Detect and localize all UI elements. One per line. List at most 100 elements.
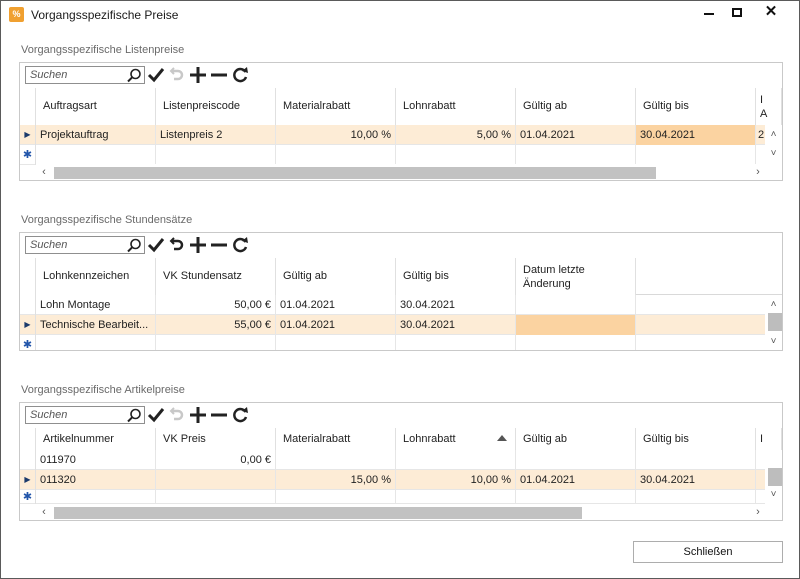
col-header-datum-letzte-aenderung[interactable]: Datum letzte Änderung bbox=[516, 258, 636, 295]
new-row[interactable]: ✱ bbox=[20, 335, 782, 350]
cell-vk-stundensatz[interactable]: 55,00 € bbox=[156, 315, 276, 335]
cell-gueltig-ab[interactable]: 01.04.2021 bbox=[516, 470, 636, 490]
cell-datum[interactable] bbox=[516, 295, 636, 315]
new-cell[interactable] bbox=[516, 335, 636, 350]
new-cell[interactable] bbox=[156, 145, 276, 165]
minus-icon[interactable] bbox=[210, 406, 228, 424]
cell-gueltig-ab[interactable]: 01.04.2021 bbox=[276, 295, 396, 315]
magnifier-icon[interactable] bbox=[126, 408, 142, 423]
cell-materialrabatt[interactable]: 15,00 % bbox=[276, 470, 396, 490]
stundensaetze-search-input[interactable]: Suchen bbox=[25, 236, 145, 254]
col-header-gueltig-ab[interactable]: Gültig ab bbox=[276, 258, 396, 295]
scroll-thumb[interactable] bbox=[768, 313, 782, 331]
cell-vk-stundensatz[interactable]: 50,00 € bbox=[156, 295, 276, 315]
scroll-thumb[interactable] bbox=[768, 468, 782, 486]
scroll-thumb[interactable] bbox=[54, 167, 656, 179]
listenpreise-search-input[interactable]: Suchen bbox=[25, 66, 145, 84]
col-header-vk-stundensatz[interactable]: VK Stundensatz bbox=[156, 258, 276, 295]
cell-vk-preis[interactable] bbox=[156, 470, 276, 490]
undo-icon[interactable] bbox=[168, 236, 186, 254]
chevron-down-icon[interactable]: ˅ bbox=[770, 336, 777, 347]
scroll-thumb[interactable] bbox=[54, 507, 582, 519]
cell-gueltig-bis[interactable]: 30.04.2021 bbox=[396, 295, 516, 315]
undo-icon[interactable] bbox=[168, 66, 186, 84]
cell-lohnkennzeichen[interactable]: Lohn Montage bbox=[36, 295, 156, 315]
artikelpreise-search-input[interactable]: Suchen bbox=[25, 406, 145, 424]
artikelpreise-hscrollbar[interactable]: ‹ › bbox=[36, 504, 766, 520]
chevron-up-icon[interactable]: ˄ bbox=[770, 129, 777, 140]
refresh-icon[interactable] bbox=[231, 236, 249, 254]
col-header-artikelnummer[interactable]: Artikelnummer bbox=[36, 428, 156, 450]
new-cell[interactable] bbox=[156, 335, 276, 350]
cell-gueltig-bis[interactable]: 30.04.2021 bbox=[636, 125, 756, 145]
table-row[interactable]: Lohn Montage 50,00 € 01.04.2021 30.04.20… bbox=[20, 295, 782, 315]
table-row[interactable]: 011970 0,00 € bbox=[20, 450, 782, 470]
close-button[interactable]: Schließen bbox=[633, 541, 783, 563]
checkmark-icon[interactable] bbox=[147, 66, 165, 84]
cell-listenpreiscode[interactable]: Listenpreis 2 bbox=[156, 125, 276, 145]
table-row[interactable]: ▶ Technische Bearbeit... 55,00 € 01.04.2… bbox=[20, 315, 782, 335]
cell-gueltig-bis[interactable]: 30.04.2021 bbox=[636, 470, 756, 490]
maximize-button[interactable] bbox=[721, 1, 753, 27]
col-header-materialrabatt[interactable]: Materialrabatt bbox=[276, 428, 396, 450]
magnifier-icon[interactable] bbox=[126, 238, 142, 253]
col-header-lohnrabatt[interactable]: Lohnrabatt bbox=[396, 88, 516, 125]
col-header-gueltig-ab[interactable]: Gültig ab bbox=[516, 428, 636, 450]
plus-icon[interactable] bbox=[189, 406, 207, 424]
new-cell[interactable] bbox=[156, 490, 276, 504]
new-cell[interactable] bbox=[396, 145, 516, 165]
cell-gueltig-ab[interactable]: 01.04.2021 bbox=[276, 315, 396, 335]
new-cell[interactable] bbox=[36, 335, 156, 350]
magnifier-icon[interactable] bbox=[126, 68, 142, 83]
refresh-icon[interactable] bbox=[231, 406, 249, 424]
col-header-lohnkennzeichen[interactable]: Lohnkennzeichen bbox=[36, 258, 156, 295]
new-cell[interactable] bbox=[396, 490, 516, 504]
undo-icon[interactable] bbox=[168, 406, 186, 424]
cell-artikelnummer[interactable]: 011970 bbox=[36, 450, 156, 470]
table-row[interactable]: ▶ 011320 15,00 % 10,00 % 01.04.2021 30.0… bbox=[20, 470, 782, 490]
chevron-left-icon[interactable]: ‹ bbox=[42, 506, 46, 518]
new-cell[interactable] bbox=[36, 490, 156, 504]
new-row[interactable]: ✱ bbox=[20, 490, 782, 504]
chevron-down-icon[interactable]: ˅ bbox=[770, 148, 777, 159]
cell-lohnrabatt[interactable] bbox=[396, 450, 516, 470]
new-cell[interactable] bbox=[276, 145, 396, 165]
new-cell[interactable] bbox=[396, 335, 516, 350]
new-cell[interactable] bbox=[36, 145, 156, 165]
listenpreise-hscrollbar[interactable]: ‹ › bbox=[36, 164, 766, 180]
cell-materialrabatt[interactable]: 10,00 % bbox=[276, 125, 396, 145]
col-header-overflow[interactable]: I A bbox=[756, 88, 782, 125]
cell-datum[interactable] bbox=[516, 315, 636, 335]
chevron-right-icon[interactable]: › bbox=[756, 506, 760, 518]
cell-lohnkennzeichen[interactable]: Technische Bearbeit... bbox=[36, 315, 156, 335]
col-header-auftragsart[interactable]: Auftragsart bbox=[36, 88, 156, 125]
new-cell[interactable] bbox=[276, 490, 396, 504]
col-header-gueltig-bis[interactable]: Gültig bis bbox=[636, 428, 756, 450]
cell-vk-preis[interactable]: 0,00 € bbox=[156, 450, 276, 470]
minus-icon[interactable] bbox=[210, 236, 228, 254]
chevron-up-icon[interactable]: ˄ bbox=[770, 299, 777, 310]
listenpreise-vscrollbar[interactable]: ˄ ˅ bbox=[765, 125, 782, 165]
cell-gueltig-bis[interactable]: 30.04.2021 bbox=[396, 315, 516, 335]
cell-materialrabatt[interactable] bbox=[276, 450, 396, 470]
col-header-materialrabatt[interactable]: Materialrabatt bbox=[276, 88, 396, 125]
col-header-gueltig-bis[interactable]: Gültig bis bbox=[636, 88, 756, 125]
plus-icon[interactable] bbox=[189, 236, 207, 254]
new-cell[interactable] bbox=[516, 145, 636, 165]
checkmark-icon[interactable] bbox=[147, 406, 165, 424]
cell-auftragsart[interactable]: Projektauftrag bbox=[36, 125, 156, 145]
new-cell[interactable] bbox=[636, 145, 756, 165]
cell-lohnrabatt[interactable]: 5,00 % bbox=[396, 125, 516, 145]
new-cell[interactable] bbox=[636, 490, 756, 504]
minimize-button[interactable] bbox=[693, 1, 725, 27]
col-header-gueltig-ab[interactable]: Gültig ab bbox=[516, 88, 636, 125]
minus-icon[interactable] bbox=[210, 66, 228, 84]
cell-gueltig-ab[interactable]: 01.04.2021 bbox=[516, 125, 636, 145]
col-header-overflow[interactable]: I bbox=[756, 428, 782, 450]
new-cell[interactable] bbox=[276, 335, 396, 350]
col-header-listenpreiscode[interactable]: Listenpreiscode bbox=[156, 88, 276, 125]
plus-icon[interactable] bbox=[189, 66, 207, 84]
close-window-button[interactable]: ✕ bbox=[755, 1, 787, 27]
chevron-left-icon[interactable]: ‹ bbox=[42, 166, 46, 178]
checkmark-icon[interactable] bbox=[147, 236, 165, 254]
